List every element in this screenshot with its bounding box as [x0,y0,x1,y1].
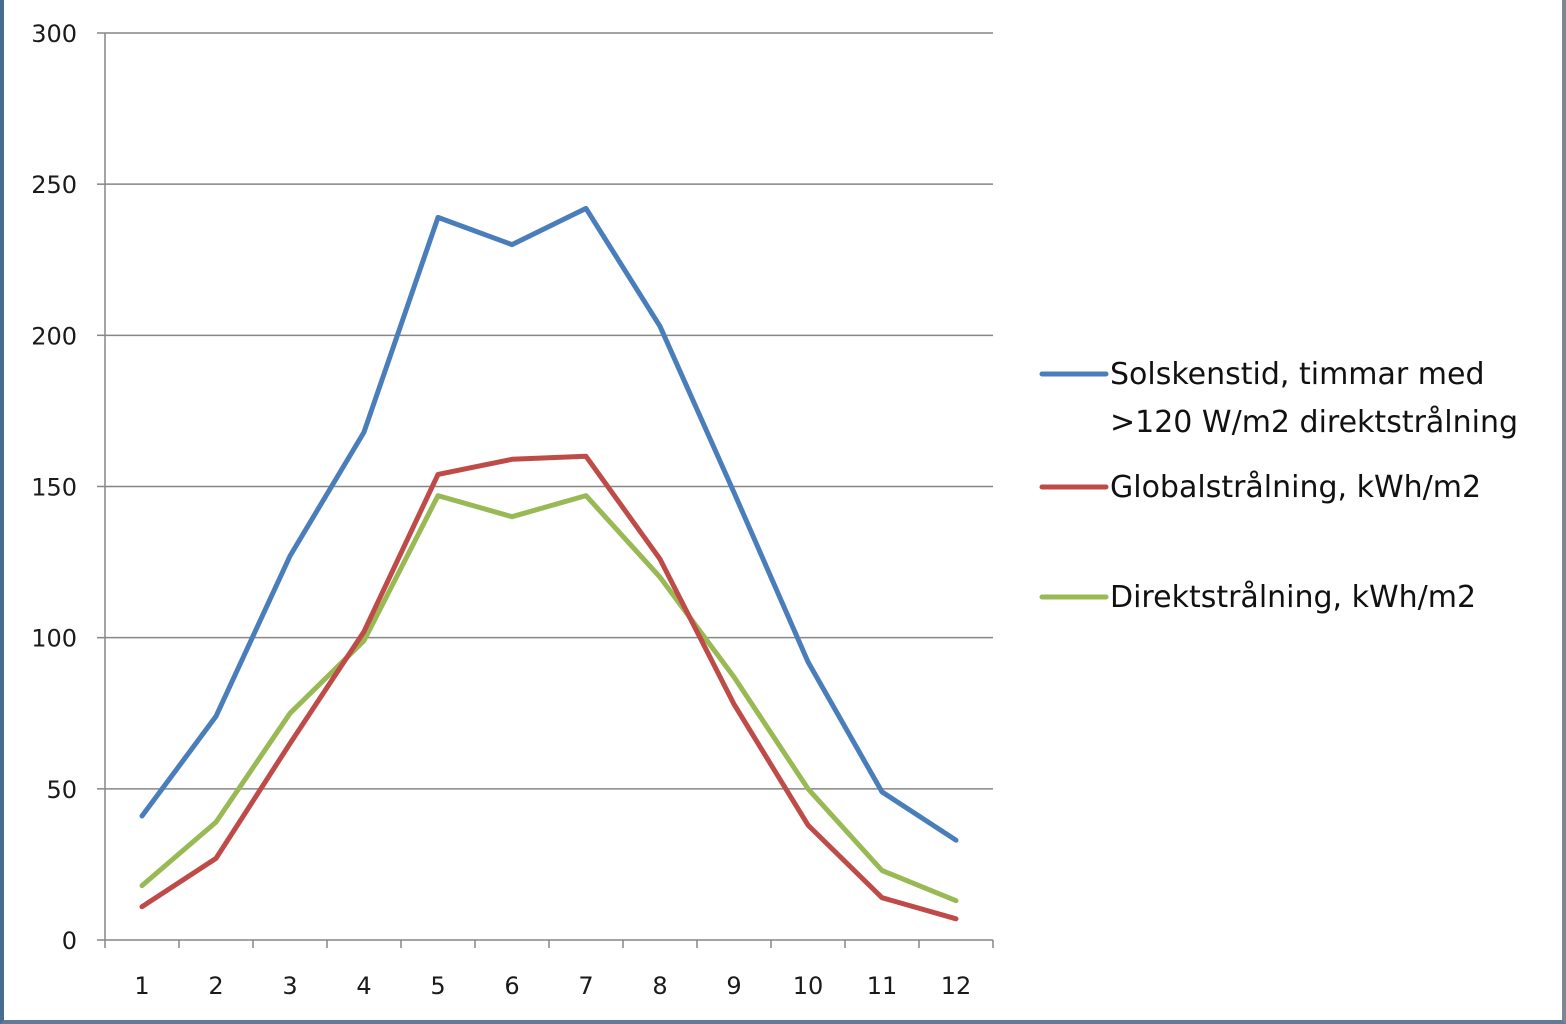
y-tick-label: 100 [31,625,77,653]
series-line-2 [139,453,959,922]
legend-label-1: >120 W/m2 direktstrålning [1110,405,1518,440]
x-tick-label: 11 [867,972,898,1000]
x-tick-label: 7 [578,972,593,1000]
x-tick-label: 9 [726,972,741,1000]
y-tick-label: 300 [31,20,77,48]
x-tick-label: 10 [793,972,824,1000]
y-axis-tick-labels: 0 50 100 150 200 250 300 [31,20,77,955]
x-axis-tick-labels: 1 2 3 4 5 6 7 8 9 10 11 12 [134,972,971,1000]
series-line-1 [139,205,959,843]
legend-label-2: Globalstrålning, kWh/m2 [1110,470,1481,505]
x-tick-label: 8 [652,972,667,1000]
y-tick-label: 50 [46,776,77,804]
axes [97,32,994,948]
series-line-3 [139,493,959,904]
gridlines [105,32,993,790]
y-tick-label: 200 [31,322,77,350]
series-lines [139,205,959,922]
x-tick-label: 2 [208,972,223,1000]
x-tick-label: 4 [356,972,371,1000]
x-tick-label: 5 [430,972,445,1000]
y-tick-label: 150 [31,474,77,502]
legend: Solskenstid, timmar med >120 W/m2 direkts… [1039,357,1518,615]
y-tick-label: 0 [62,927,77,955]
y-tick-label: 250 [31,171,77,199]
x-tick-label: 3 [282,972,297,1000]
x-tick-label: 1 [134,972,149,1000]
x-tick-label: 12 [941,972,972,1000]
legend-label-1: Solskenstid, timmar med [1110,357,1485,392]
legend-label-3: Direktstrålning, kWh/m2 [1110,580,1476,615]
x-tick-label: 6 [504,972,519,1000]
